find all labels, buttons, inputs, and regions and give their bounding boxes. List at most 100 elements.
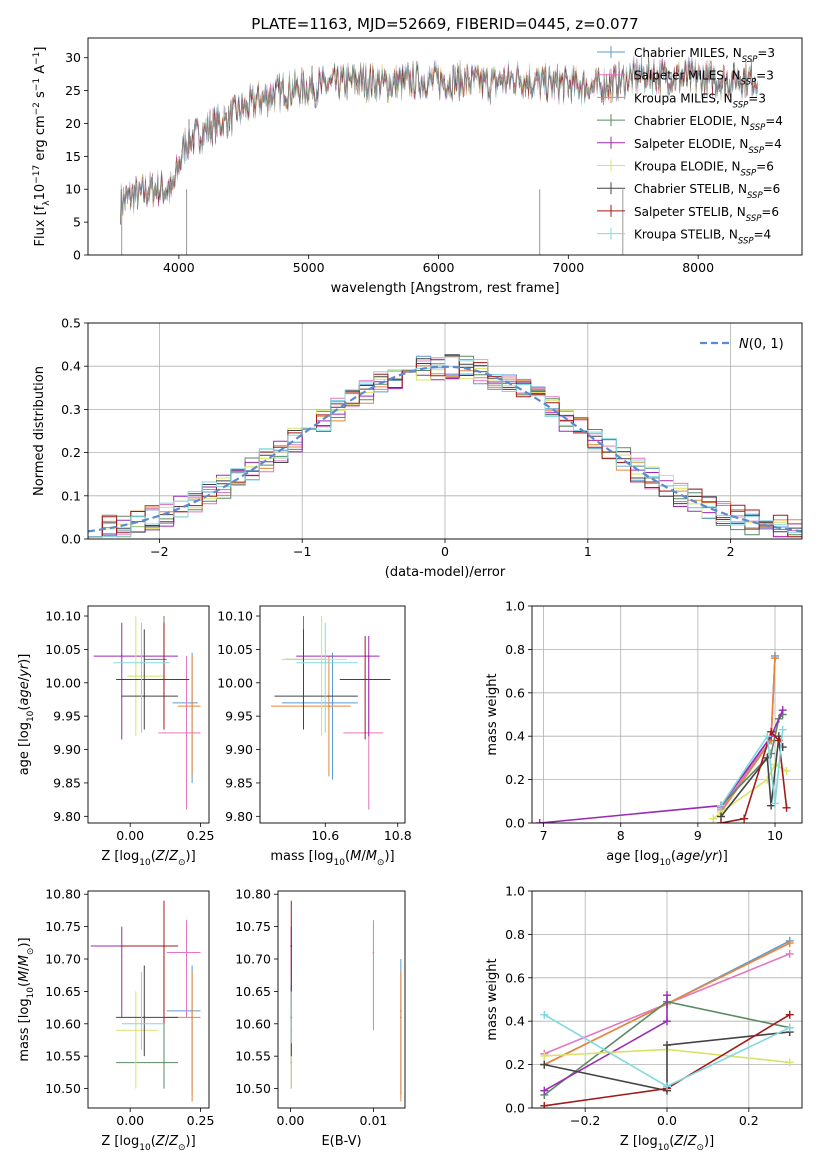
age_vs_z-frame xyxy=(87,605,210,824)
mass_vs_z-axes: 0.00 0.25 10.50 10.55 10.60 10.65 10.70 10.75 10… xyxy=(45,887,214,1128)
mass_vs_ebv-xlabel: E(B-V) xyxy=(321,1134,361,1149)
mass_vs_z-ylabel-part-3: M xyxy=(17,971,32,982)
weight_vs_age-xtick-label-2: 9 xyxy=(694,828,702,843)
mass_vs_z-ytick-label-5: 10.75 xyxy=(45,919,81,934)
weight_vs_z-ylabel: mass weight xyxy=(485,958,500,1040)
age_vs_mass-marker-2 xyxy=(327,705,330,708)
weight_vs_z-xlabel-part-7: )] xyxy=(704,1134,714,1149)
spectrum-legend-name-2: Kroupa MILES, N xyxy=(634,91,733,105)
weight_vs_z-ytick-label-2: 0.4 xyxy=(505,1014,525,1029)
mass_vs_ebv-frame xyxy=(277,890,406,1109)
weight_vs_z-marker-6-0 xyxy=(540,1060,549,1069)
weight_vs_z-xtick-label-0: −0.2 xyxy=(570,1113,600,1128)
spectrum-legend-name-7: Salpeter STELIB, N xyxy=(634,205,746,219)
mass_vs_z-marker-1 xyxy=(185,951,188,954)
age_vs_mass-ytick-label-6: 10.10 xyxy=(217,609,253,624)
weight_vs_age-xlabel-part-4: / xyxy=(700,849,705,864)
mass_vs_ebv-plot-area xyxy=(290,900,402,1102)
mass_vs_z-point-6 xyxy=(116,965,179,1057)
residuals-ytick-label-5: 0.5 xyxy=(61,316,81,331)
weight_vs_age-marker-8-3 xyxy=(778,725,787,734)
age_vs_mass-ytick-label-3: 9.95 xyxy=(225,709,253,724)
mass_vs_ebv-xtick-label-0: 0.00 xyxy=(277,1113,305,1128)
spectrum-ylabel: Flux [fλ10−17 erg cm−2 s−1 A−1] xyxy=(32,47,52,247)
age_vs_z-marker-5 xyxy=(134,675,137,678)
mass_vs_z-xlabel-part-2: ( xyxy=(151,1134,156,1149)
mass_vs_z-plot-area xyxy=(90,900,201,1102)
weight_vs_z-plot-area xyxy=(540,936,794,1108)
spectrum-legend-name-0: Chabrier MILES, N xyxy=(634,46,742,60)
mass_vs_ebv-ytick-label-1: 10.55 xyxy=(235,1049,271,1064)
age_vs_mass-frame xyxy=(259,605,406,824)
age_vs_z-ylabel-part-5: yr xyxy=(17,662,32,678)
weight_vs_z-xlabel-part-4: / xyxy=(683,1134,688,1149)
age_vs_mass-marker-8 xyxy=(324,661,327,664)
mass_vs_z-point-5 xyxy=(116,991,159,1089)
age_vs_z-xlabel-part-2: ( xyxy=(151,849,156,864)
residuals-xtick-label-4: 2 xyxy=(727,544,735,559)
spectrum-legend-name-4: Salpeter ELODIE, N xyxy=(634,137,748,151)
age_vs_mass-marker-7 xyxy=(364,678,367,681)
mass_vs_ebv-point-7 xyxy=(290,900,293,972)
weight_vs_age-ylabel-part-0: mass weight xyxy=(485,673,500,755)
age_vs_z-xlabel-part-7: )] xyxy=(186,849,196,864)
age_vs_z-ylabel-part-6: )] xyxy=(17,654,32,664)
weight_vs_age-frame xyxy=(531,605,803,824)
residuals-plot-area xyxy=(88,354,802,538)
mass_vs_z-xlabel-part-5: Z xyxy=(168,1134,179,1149)
age_vs_z-xlabel-part-3: Z xyxy=(155,849,166,864)
spectrum-legend-name-8: Kroupa STELIB, N xyxy=(634,228,738,242)
weight_vs_z-marker-4-0 xyxy=(540,1086,549,1095)
mass_vs_ebv-ytick-label-0: 10.50 xyxy=(235,1081,271,1096)
weight_vs_age-ytick-label-1: 0.2 xyxy=(505,772,525,787)
weight_vs_z-marker-7-2 xyxy=(785,1010,794,1019)
age_vs_mass-plot-area xyxy=(270,616,391,810)
age_vs_z-ytick-label-1: 9.85 xyxy=(53,775,81,790)
weight_vs_z-marker-2-2 xyxy=(785,939,794,948)
spectrum-ytick-label-3: 15 xyxy=(65,149,81,164)
age_vs_mass-marker-6 xyxy=(302,695,305,698)
weight_vs_age-marker-4-3 xyxy=(778,706,787,715)
age_vs_mass-axes: 10.6 10.8 9.80 9.85 9.90 9.95 10.00 10.05 10.10 xyxy=(217,605,412,843)
age_vs_mass-point-2 xyxy=(270,656,351,777)
weight_vs_age-marker-2-2 xyxy=(771,654,779,663)
weight_vs_z-ytick-label-3: 0.6 xyxy=(505,970,525,985)
mass_vs_z-point-7 xyxy=(121,900,179,1024)
age_vs_mass-xlabel-part-5: M xyxy=(366,849,377,864)
age_vs_mass-point-5 xyxy=(281,616,347,737)
age_vs_z-ylabel-part-0: age [log xyxy=(17,722,32,775)
spectrum-legend-sub-6: SSP xyxy=(747,191,763,201)
mass_vs_z-marker-6 xyxy=(143,1016,146,1019)
age_vs_mass-point-0 xyxy=(281,652,358,780)
mass_vs_z-ylabel-part-5: M xyxy=(17,955,32,966)
mass_vs_z-xlabel-part-3: Z xyxy=(155,1134,166,1149)
weight_vs_z-marker-1-2 xyxy=(785,949,794,958)
weight_vs_z-line-6 xyxy=(544,1031,790,1092)
spectrum-legend-label-6: Chabrier STELIB, NSSP=6 xyxy=(634,182,780,201)
weight_vs_age-xtick-label-1: 8 xyxy=(617,828,625,843)
mass_vs_ebv-marker-1 xyxy=(372,951,375,954)
age_vs_mass-marker-4 xyxy=(367,655,370,657)
age_vs_z-ylabel-part-3: age xyxy=(17,681,32,705)
spectrum-axes: 4000 5000 6000 7000 8000 0 5 10 15 20 25 30 xyxy=(65,37,803,275)
mass_vs_z-ytick-label-6: 10.80 xyxy=(45,887,81,902)
age_vs_mass-marker-0 xyxy=(331,701,334,704)
age_vs_z-marker-6 xyxy=(143,695,146,698)
age_vs_z-ytick-label-3: 9.95 xyxy=(53,709,81,724)
age_vs_z-point-2 xyxy=(178,656,201,777)
spectrum-legend-sub-8: SSP xyxy=(738,237,754,247)
mass_vs_z-point-1 xyxy=(166,920,201,1018)
spectrum-xtick-label-2: 6000 xyxy=(423,260,455,275)
spectrum-legend-label-3: Chabrier ELODIE, NSSP=4 xyxy=(634,114,783,133)
spectrum-ytick-label-1: 5 xyxy=(73,215,81,230)
residuals-ylabel: Normed distribution xyxy=(32,366,47,496)
spectrum-xtick-label-0: 4000 xyxy=(163,260,195,275)
spectrum-frame xyxy=(87,37,803,256)
weight_vs_z-xlabel-part-6: ⊙ xyxy=(696,1143,704,1153)
mass_vs_z-ytick-label-3: 10.65 xyxy=(45,984,81,999)
weight_vs_z-marker-4-1 xyxy=(663,1017,671,1026)
spectrum-legend-sub-5: SSP xyxy=(741,169,757,179)
spectrum-ytick-label-4: 20 xyxy=(65,116,81,131)
mass_vs_ebv-point-8 xyxy=(290,991,293,1044)
weight_vs_z-marker-8-2 xyxy=(785,1023,794,1032)
